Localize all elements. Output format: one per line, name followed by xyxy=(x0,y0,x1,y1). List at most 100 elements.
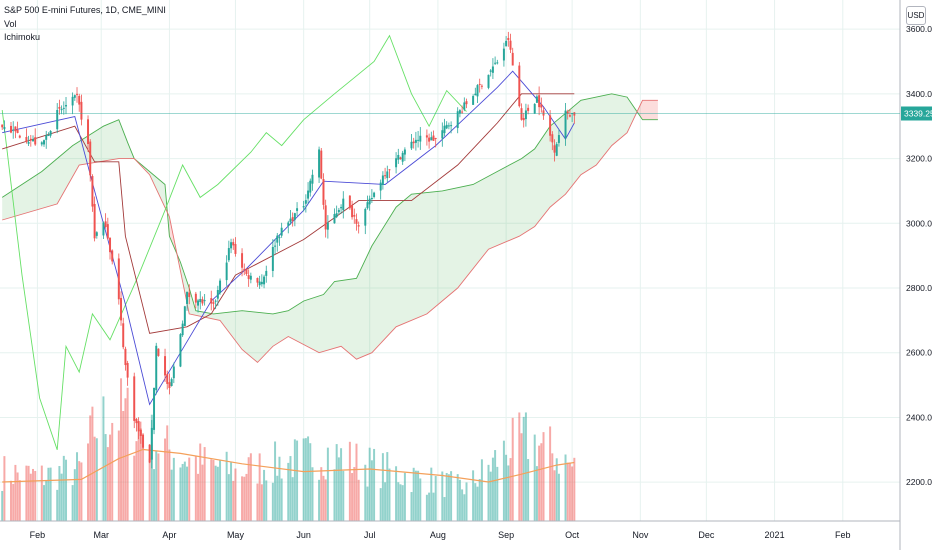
volume-bar xyxy=(243,476,246,521)
candle-body xyxy=(533,103,536,114)
x-tick-label: Feb xyxy=(835,530,851,540)
volume-bar xyxy=(142,437,145,521)
volume-bar xyxy=(78,461,81,521)
candle-body xyxy=(241,253,244,268)
candle-body xyxy=(18,135,21,138)
candle-body xyxy=(87,119,90,144)
candle-body xyxy=(342,198,345,211)
volume-bar xyxy=(432,492,435,521)
candle-body xyxy=(29,138,32,141)
candle-body xyxy=(335,213,338,218)
currency-button[interactable]: USD xyxy=(906,6,926,25)
candle-body xyxy=(278,237,281,239)
candle-body xyxy=(549,115,552,136)
candle-body xyxy=(168,382,171,388)
volume-bar xyxy=(10,480,12,521)
candle-body xyxy=(172,366,175,379)
volume-bar xyxy=(247,457,250,521)
volume-bar xyxy=(155,451,158,521)
candle-body xyxy=(494,62,497,64)
volume-bar xyxy=(549,426,552,521)
candle-body xyxy=(348,195,351,209)
last-price-label: 3339.25 xyxy=(904,109,932,119)
candle-body xyxy=(524,110,527,120)
volume-bar xyxy=(410,492,413,521)
volume-bar xyxy=(364,464,367,521)
volume-bar xyxy=(333,469,336,521)
candle-body xyxy=(463,102,466,110)
candle-body xyxy=(309,180,312,193)
volume-bar xyxy=(106,447,109,521)
candle-body xyxy=(447,125,450,127)
volume-bar xyxy=(227,474,230,521)
volume-bar xyxy=(164,438,167,521)
candle-body xyxy=(148,444,151,463)
volume-bar xyxy=(507,465,510,521)
volume-bar xyxy=(568,462,571,521)
candle-body xyxy=(573,112,576,116)
candle-body xyxy=(186,291,189,304)
volume-bar xyxy=(172,457,175,521)
volume-bar xyxy=(384,482,387,521)
candle-body xyxy=(478,83,481,85)
volume-legend[interactable]: Vol xyxy=(4,19,17,29)
candle-body xyxy=(126,363,129,378)
candle-body xyxy=(73,95,76,98)
volume-bar xyxy=(465,482,468,521)
symbol-legend[interactable]: S&P 500 E-mini Futures, 1D, CME_MINI xyxy=(4,5,166,15)
volume-bar xyxy=(287,462,290,521)
candle-body xyxy=(518,65,521,107)
x-tick-label: Feb xyxy=(30,530,46,540)
candle-body xyxy=(247,275,250,279)
volume-bar xyxy=(87,443,90,521)
volume-bar xyxy=(241,476,244,521)
candle-body xyxy=(410,141,413,149)
ichimoku-legend[interactable]: Ichimoku xyxy=(4,32,41,42)
x-tick-label: Aug xyxy=(430,530,446,540)
x-tick-label: Apr xyxy=(162,530,176,540)
candle-body xyxy=(14,126,17,132)
candle-body xyxy=(137,421,140,432)
volume-bar xyxy=(522,416,525,521)
candle-body xyxy=(505,40,508,47)
candle-body xyxy=(401,152,404,162)
candle-body xyxy=(49,130,52,136)
candle-body xyxy=(414,139,417,143)
volume-bar xyxy=(219,459,222,521)
volume-bar xyxy=(461,489,464,521)
candle-body xyxy=(157,348,160,356)
candle-body xyxy=(214,300,217,302)
candle-body xyxy=(133,376,136,421)
candle-body xyxy=(304,200,307,204)
volume-bar xyxy=(496,466,499,521)
volume-bar xyxy=(395,466,398,521)
x-tick-label: May xyxy=(227,530,245,540)
volume-bar xyxy=(403,472,406,521)
candle-body xyxy=(43,140,45,145)
lagging-span xyxy=(1,34,467,450)
volume-bar xyxy=(419,478,422,521)
candle-body xyxy=(249,275,252,280)
volume-bar xyxy=(76,452,79,521)
candle-body xyxy=(104,221,107,228)
volume-bar xyxy=(524,412,527,521)
volume-bar xyxy=(274,441,277,521)
candle-body xyxy=(443,125,446,134)
candlestick-series xyxy=(1,31,576,469)
candle-body xyxy=(520,108,523,120)
volume-bar xyxy=(379,488,382,521)
candle-body xyxy=(564,110,567,139)
volume-bar xyxy=(318,479,321,521)
candle-body xyxy=(428,137,431,142)
volume-bar xyxy=(476,486,479,521)
volume-bar xyxy=(179,467,182,521)
candle-body xyxy=(111,250,114,262)
volume-bar xyxy=(291,477,294,521)
candle-body xyxy=(557,135,560,143)
candle-body xyxy=(535,96,538,103)
x-tick-label: Sep xyxy=(498,530,514,540)
x-tick-label: Jun xyxy=(296,530,311,540)
volume-bar xyxy=(183,461,186,521)
candle-body xyxy=(388,169,391,171)
